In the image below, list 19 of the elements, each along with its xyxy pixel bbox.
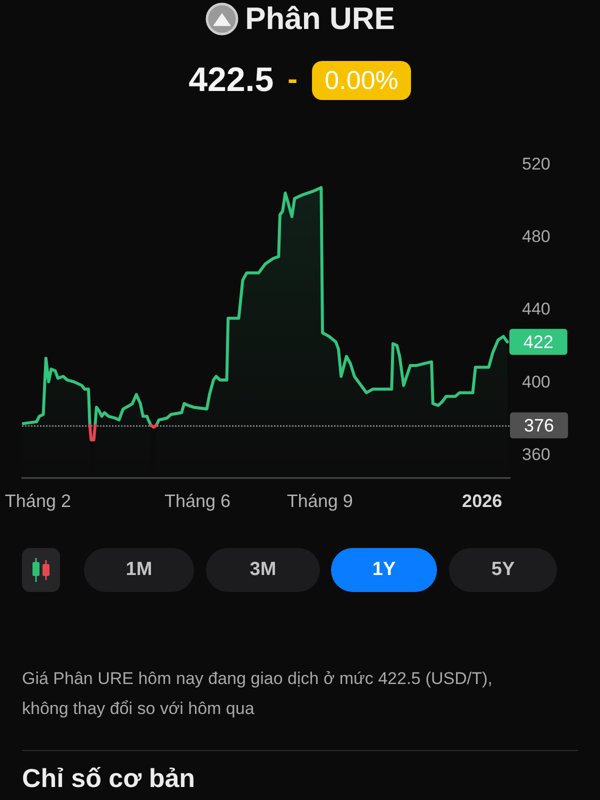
y-tick-label: 440 — [522, 300, 550, 319]
range-button: 3M — [206, 548, 320, 592]
y-tick-label: 520 — [522, 154, 550, 174]
ref-line-label: 376 — [524, 415, 554, 436]
y-tick-label: 400 — [522, 372, 550, 392]
x-tick-label: Tháng 6 — [164, 491, 231, 511]
range-button: 1Y — [331, 548, 437, 592]
text: Chỉ số cơ bản — [22, 762, 196, 794]
x-tick-label: 2026 — [462, 491, 502, 511]
x-tick-label: Tháng 2 — [4, 491, 71, 511]
range-button: 5Y — [449, 548, 557, 592]
text: Giá Phân URE hôm nay đang giao dịch ở mức 422.5 (USD/T), không thay đổi so với hôm qua — [22, 668, 494, 720]
chart-title: Phân URE — [245, 1, 395, 37]
range-button: 1M — [84, 548, 194, 592]
data-label: 422 — [523, 332, 554, 352]
chart-subtitle: 422.5 - 0.00% — [188, 60, 400, 100]
x-tick-label: Tháng 9 — [286, 491, 353, 511]
y-tick-label: 480 — [522, 227, 550, 246]
y-tick-label: 360 — [522, 444, 550, 464]
